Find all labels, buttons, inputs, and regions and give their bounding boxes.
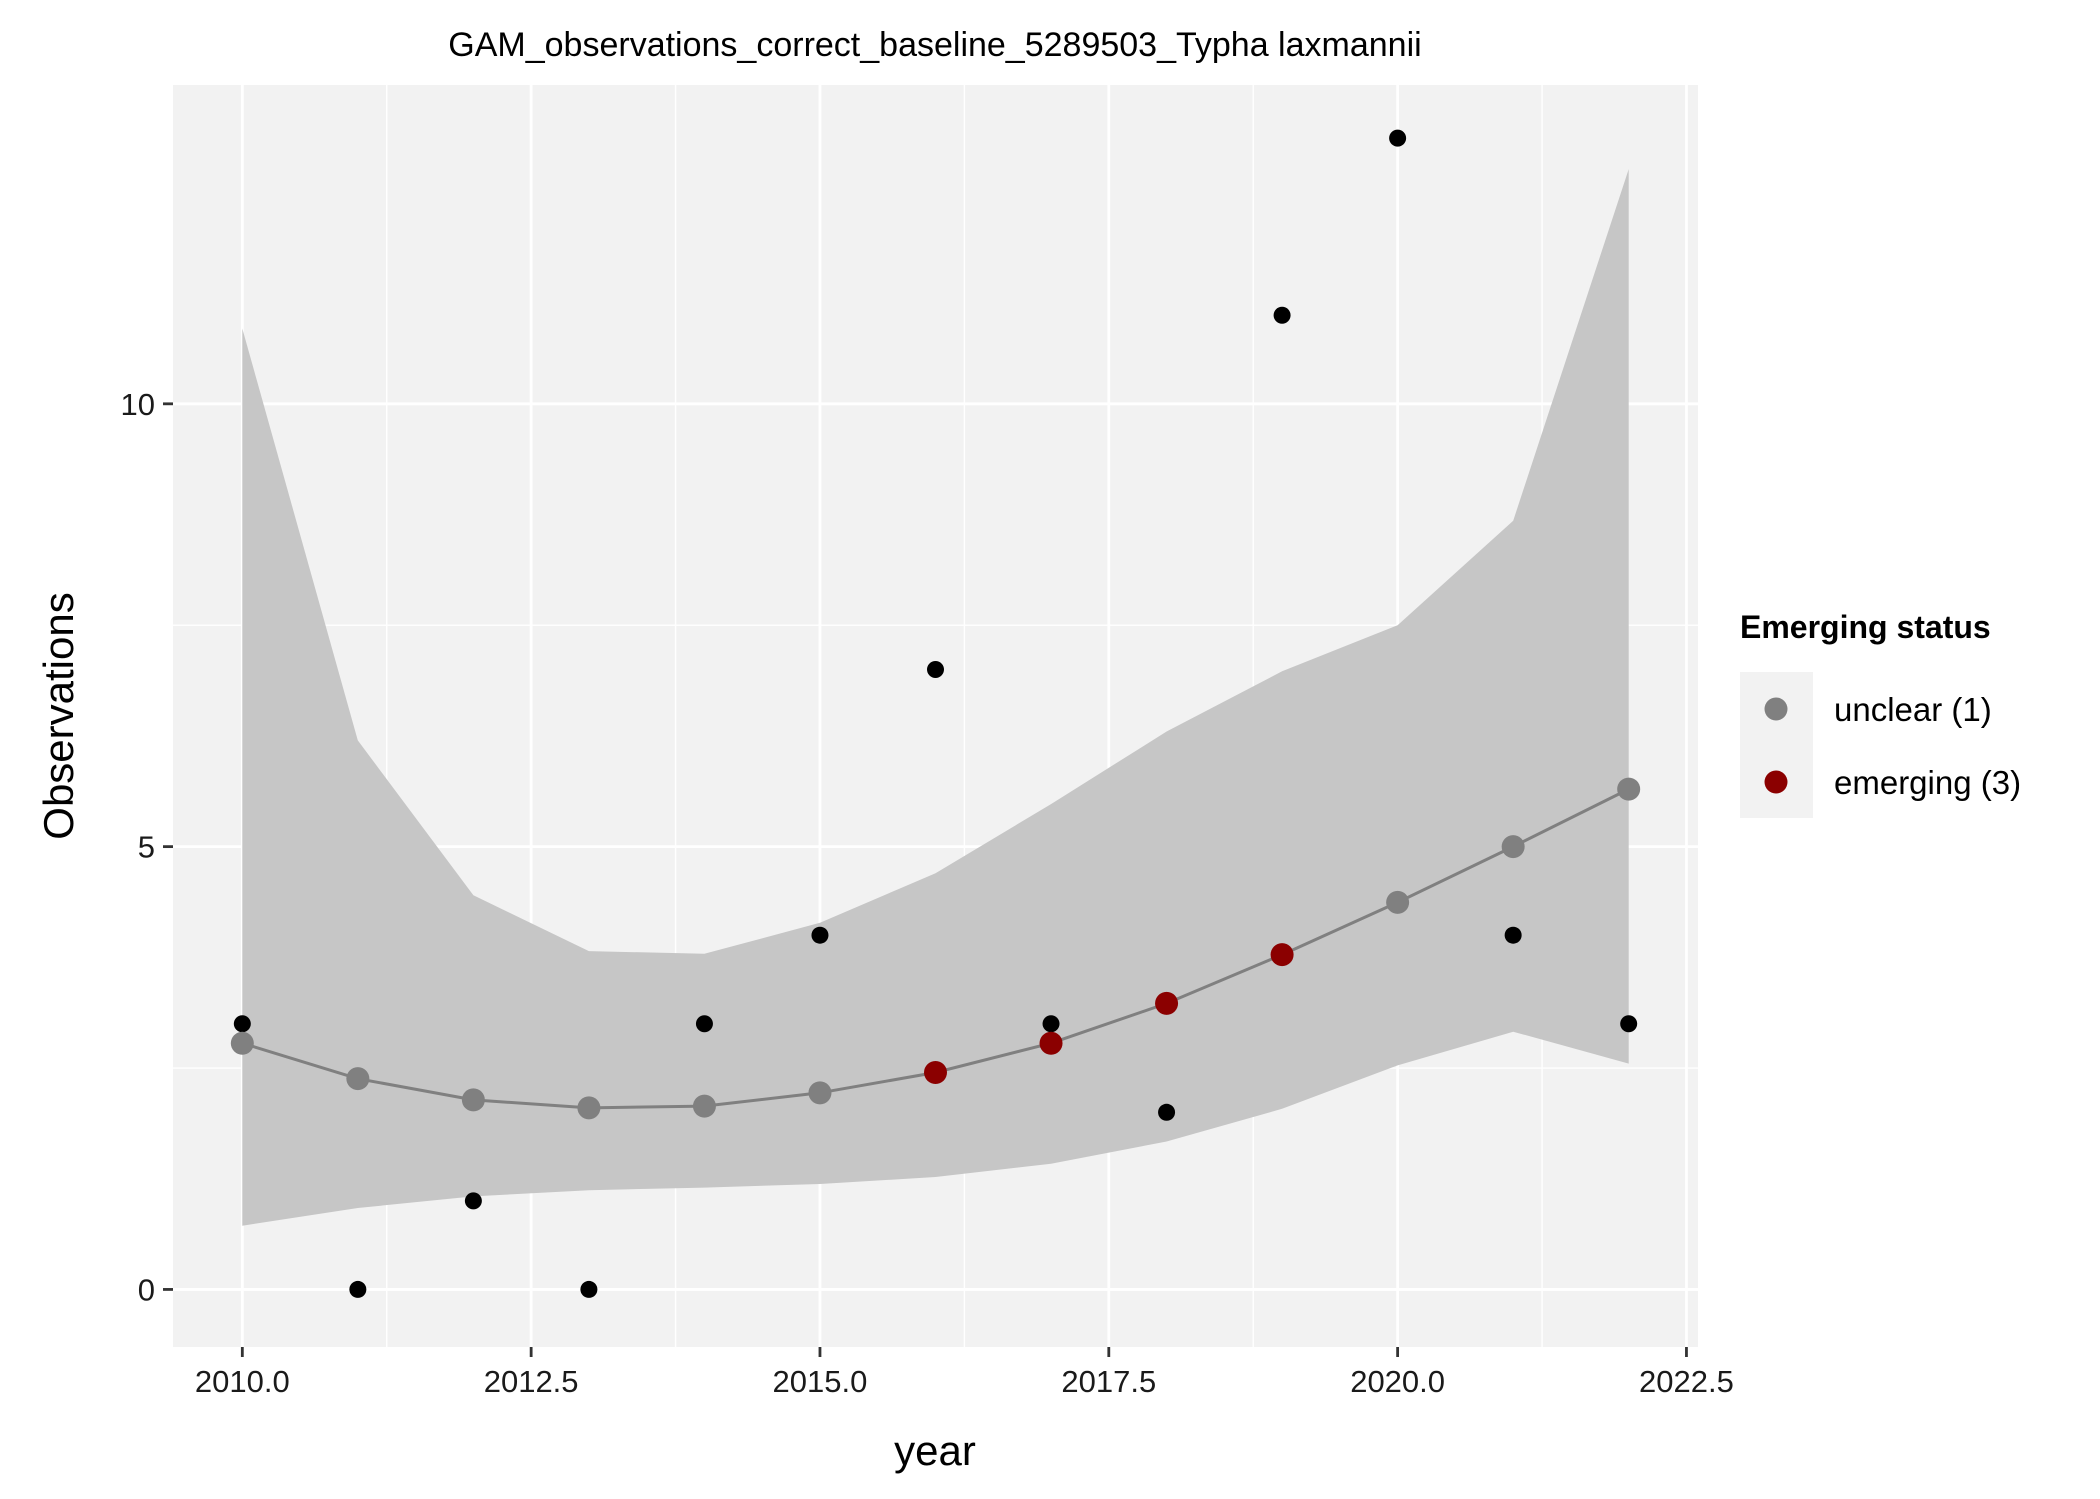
plot-panel <box>173 85 1698 1347</box>
fit-point-unclear <box>1386 890 1410 914</box>
chart-title: GAM_observations_correct_baseline_528950… <box>448 26 1421 64</box>
fit-point-unclear <box>577 1096 601 1120</box>
fit-point-emerging <box>1155 991 1179 1015</box>
x-tick-label: 2010.0 <box>195 1364 290 1399</box>
observation-point <box>349 1280 367 1298</box>
y-tick-label: 10 <box>121 387 155 422</box>
observation-point <box>1273 306 1291 324</box>
legend-entries: unclear (1) emerging (3) <box>1764 691 2021 801</box>
x-tick-label: 2022.5 <box>1639 1364 1734 1399</box>
fit-points <box>230 777 1641 1120</box>
fit-point-unclear <box>1617 777 1641 801</box>
observation-point <box>1158 1103 1176 1121</box>
x-tick-label: 2012.5 <box>484 1364 579 1399</box>
observation-point <box>695 1015 713 1033</box>
x-axis: 2010.0 2012.5 2015.0 2017.5 2020.0 2022.5 <box>195 1347 1734 1399</box>
fit-point-emerging <box>1039 1031 1063 1055</box>
fit-point-unclear <box>808 1081 832 1105</box>
legend-key-background <box>1740 672 1813 818</box>
y-axis-title: Observations <box>35 592 82 839</box>
fit-point-emerging <box>1270 943 1294 967</box>
observation-point <box>1042 1015 1060 1033</box>
fit-point-unclear <box>692 1094 716 1118</box>
x-tick-label: 2017.5 <box>1061 1364 1156 1399</box>
observation-point <box>927 661 944 679</box>
observation-point <box>811 926 829 944</box>
x-axis-title: year <box>894 1427 976 1474</box>
y-tick-label: 5 <box>138 830 155 865</box>
observation-point <box>580 1280 598 1298</box>
y-axis: 0 5 10 <box>121 387 173 1307</box>
legend: Emerging status unclear (1) emerging (3) <box>1740 609 2021 818</box>
observation-point <box>1504 926 1522 944</box>
fit-point-emerging <box>924 1060 947 1084</box>
observation-points <box>233 129 1638 1298</box>
fit-point-unclear <box>461 1088 485 1112</box>
x-tick-label: 2015.0 <box>773 1364 868 1399</box>
fit-point-unclear <box>346 1067 370 1091</box>
observation-point <box>233 1015 251 1033</box>
y-tick-label: 0 <box>138 1272 155 1307</box>
legend-title: Emerging status <box>1740 609 1991 645</box>
legend-key-unclear <box>1764 697 1788 721</box>
fit-point-unclear <box>1501 835 1525 859</box>
fit-point-unclear <box>230 1031 254 1055</box>
legend-label-emerging: emerging (3) <box>1834 764 2021 801</box>
observation-point <box>1620 1015 1638 1033</box>
legend-label-unclear: unclear (1) <box>1834 691 1992 728</box>
observation-point <box>1389 129 1407 147</box>
legend-key-emerging <box>1764 770 1788 794</box>
observation-point <box>464 1192 482 1210</box>
x-tick-label: 2020.0 <box>1350 1364 1445 1399</box>
